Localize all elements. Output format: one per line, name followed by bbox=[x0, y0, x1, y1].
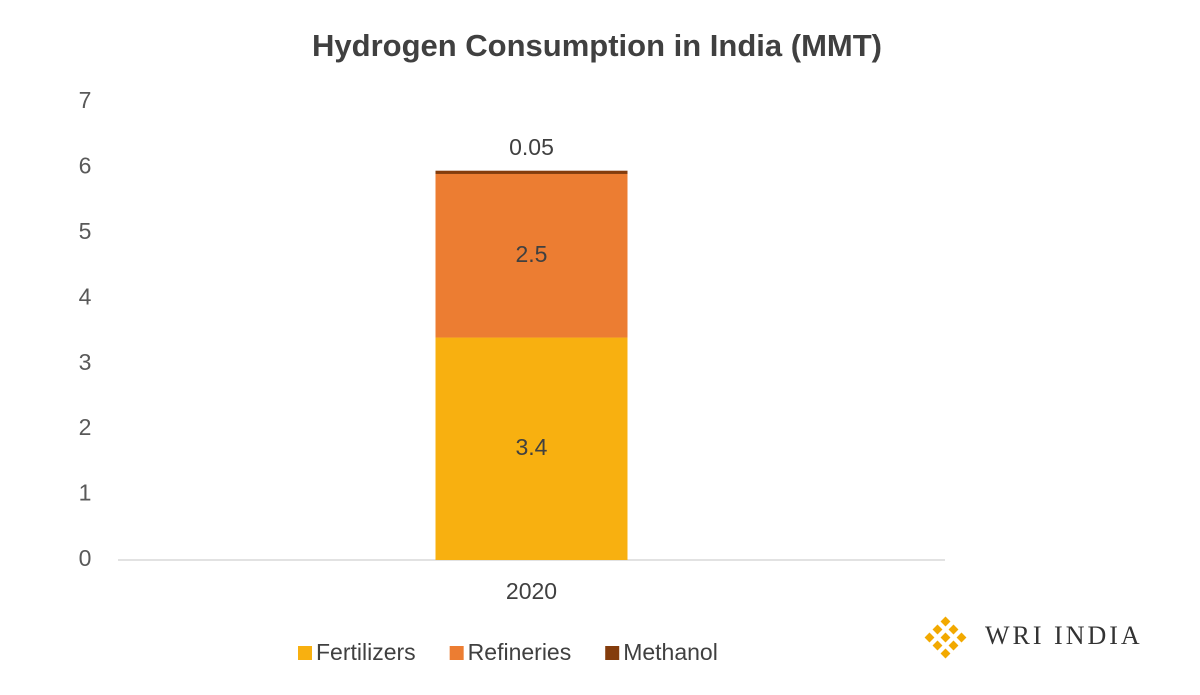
y-tick-label: 0 bbox=[79, 545, 92, 571]
y-tick-label: 3 bbox=[79, 349, 92, 375]
legend-label: Refineries bbox=[468, 639, 572, 665]
data-label: 2.5 bbox=[516, 241, 548, 267]
chart-title: Hydrogen Consumption in India (MMT) bbox=[312, 28, 882, 63]
logo bbox=[924, 616, 967, 659]
legend-label: Methanol bbox=[623, 639, 718, 665]
legend-swatch bbox=[605, 646, 620, 660]
y-tick-label: 4 bbox=[79, 283, 92, 309]
data-label: 3.4 bbox=[516, 434, 548, 460]
legend-swatch bbox=[298, 646, 312, 660]
y-tick-label: 6 bbox=[79, 153, 92, 179]
bar-segment bbox=[435, 337, 628, 560]
legend-label: Fertilizers bbox=[316, 639, 416, 665]
bar-segment bbox=[435, 170, 628, 174]
y-tick-label: 7 bbox=[79, 87, 92, 113]
y-tick-label: 2 bbox=[79, 414, 92, 440]
logo-text: WRI INDIA bbox=[985, 621, 1143, 650]
data-label: 0.05 bbox=[509, 134, 554, 160]
y-tick-label: 5 bbox=[79, 218, 92, 244]
y-tick-label: 1 bbox=[79, 480, 92, 506]
legend-swatch bbox=[449, 646, 464, 660]
bar-segment bbox=[435, 173, 628, 338]
x-tick-label: 2020 bbox=[506, 578, 557, 604]
